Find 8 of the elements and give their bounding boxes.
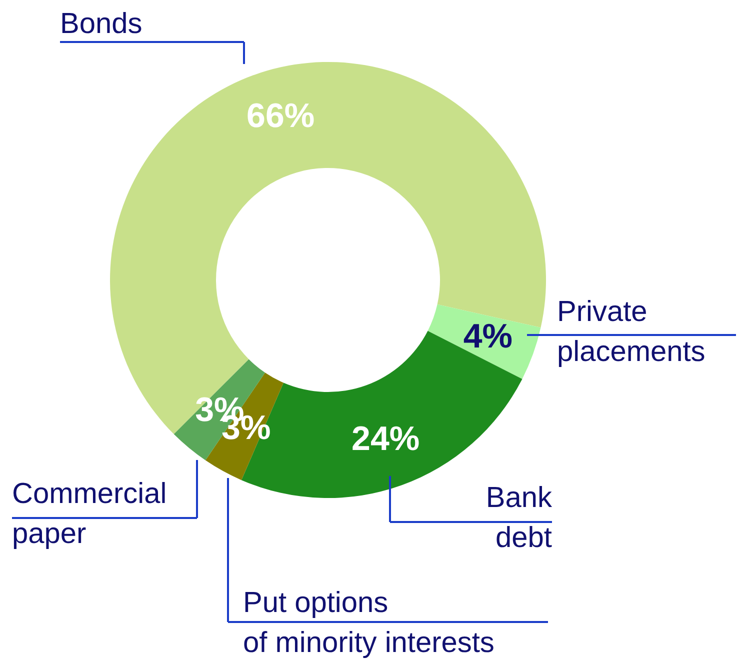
slice-label: Bank debt (486, 482, 552, 554)
slice-label: Bonds (60, 8, 142, 40)
slice-label: Private placements (557, 296, 706, 368)
data-label: 4% (463, 318, 513, 356)
data-label: 24% (352, 420, 420, 458)
slice-label: Put options of minority interests (243, 587, 494, 659)
slice-label: Commercial paper (12, 478, 167, 550)
data-label: 66% (246, 96, 315, 135)
